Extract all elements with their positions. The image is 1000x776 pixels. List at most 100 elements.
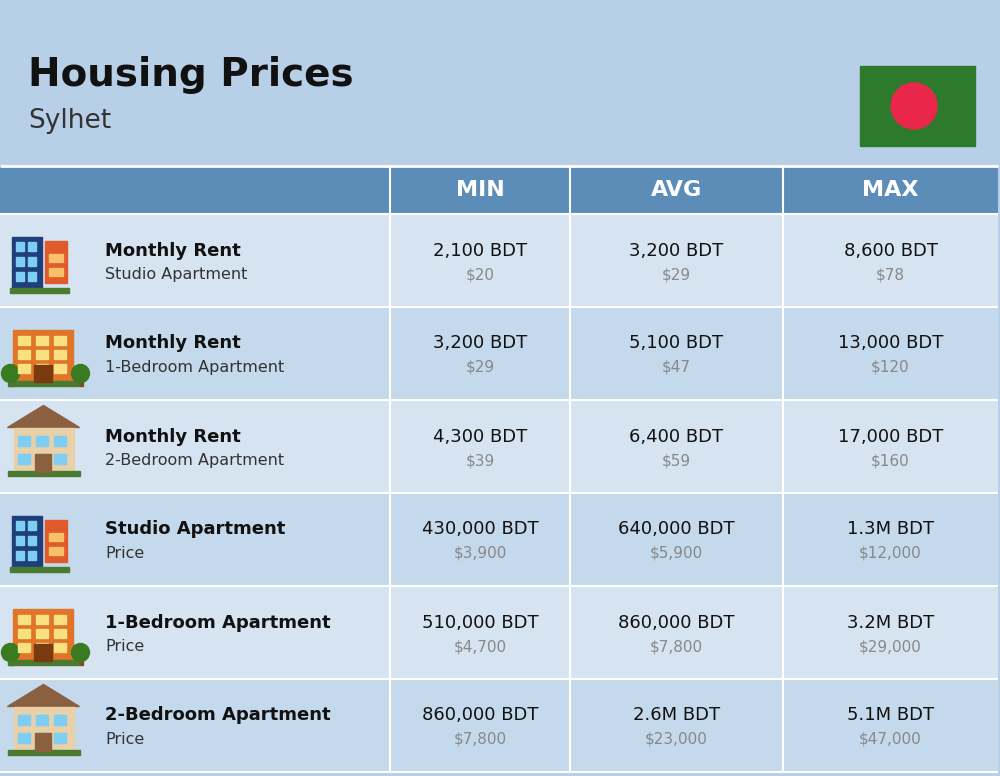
Bar: [28, 535, 36, 545]
Bar: [54, 629, 66, 638]
Bar: [28, 241, 36, 251]
Bar: [12, 237, 42, 289]
Bar: [36, 629, 48, 638]
Text: Price: Price: [105, 732, 144, 747]
Text: 510,000 BDT: 510,000 BDT: [422, 614, 538, 632]
Bar: [48, 268, 62, 275]
Bar: [28, 272, 36, 280]
Circle shape: [2, 365, 20, 383]
Bar: [0, 679, 998, 772]
Bar: [78, 372, 82, 386]
Text: $7,800: $7,800: [650, 639, 703, 654]
Bar: [34, 643, 52, 660]
Bar: [16, 550, 24, 559]
Text: 2-Bedroom Apartment: 2-Bedroom Apartment: [105, 706, 331, 725]
Bar: [54, 615, 66, 623]
Circle shape: [72, 365, 90, 383]
Text: 640,000 BDT: 640,000 BDT: [618, 521, 735, 539]
Bar: [14, 428, 74, 472]
Bar: [18, 335, 30, 345]
Bar: [28, 257, 36, 265]
Bar: [48, 546, 62, 555]
Bar: [860, 66, 975, 146]
Bar: [48, 532, 62, 541]
Bar: [16, 521, 24, 529]
Text: Studio Apartment: Studio Apartment: [105, 267, 247, 282]
Text: $47: $47: [662, 360, 691, 375]
Text: MAX: MAX: [862, 180, 919, 200]
Bar: [36, 615, 48, 623]
Bar: [28, 550, 36, 559]
Text: 5.1M BDT: 5.1M BDT: [847, 706, 934, 725]
Bar: [18, 643, 30, 652]
Text: Price: Price: [105, 639, 144, 654]
Polygon shape: [8, 684, 80, 706]
Text: $120: $120: [871, 360, 910, 375]
Text: 1.3M BDT: 1.3M BDT: [847, 521, 934, 539]
Bar: [48, 254, 62, 262]
Text: $4,700: $4,700: [453, 639, 507, 654]
Text: Monthly Rent: Monthly Rent: [105, 428, 241, 445]
Bar: [8, 652, 12, 664]
Bar: [12, 515, 42, 567]
Text: $20: $20: [466, 267, 494, 282]
Text: Sylhet: Sylhet: [28, 108, 111, 134]
Bar: [0, 586, 998, 679]
Text: $29: $29: [465, 360, 495, 375]
Bar: [12, 608, 72, 660]
Text: 5,100 BDT: 5,100 BDT: [629, 334, 724, 352]
Bar: [16, 241, 24, 251]
Bar: [18, 349, 30, 359]
Bar: [18, 715, 30, 725]
Text: 4,300 BDT: 4,300 BDT: [433, 428, 527, 445]
Bar: [54, 335, 66, 345]
Bar: [0, 400, 998, 493]
Bar: [0, 214, 998, 307]
Bar: [8, 380, 78, 386]
Text: Monthly Rent: Monthly Rent: [105, 241, 241, 259]
Bar: [36, 435, 48, 445]
Bar: [10, 287, 68, 293]
Bar: [14, 706, 74, 750]
Text: $39: $39: [465, 453, 495, 468]
Bar: [0, 166, 998, 214]
Text: AVG: AVG: [651, 180, 702, 200]
Text: 13,000 BDT: 13,000 BDT: [838, 334, 943, 352]
Bar: [34, 453, 50, 472]
Bar: [18, 453, 30, 463]
Text: 3,200 BDT: 3,200 BDT: [433, 334, 527, 352]
Bar: [18, 733, 30, 743]
Bar: [54, 733, 66, 743]
Bar: [36, 733, 48, 743]
Bar: [36, 363, 48, 372]
Bar: [54, 363, 66, 372]
Text: $29: $29: [662, 267, 691, 282]
Bar: [54, 643, 66, 652]
Bar: [16, 272, 24, 280]
Text: $78: $78: [876, 267, 905, 282]
Bar: [8, 660, 78, 664]
Text: 17,000 BDT: 17,000 BDT: [838, 428, 943, 445]
Text: 860,000 BDT: 860,000 BDT: [618, 614, 735, 632]
Polygon shape: [8, 406, 80, 428]
Bar: [36, 335, 48, 345]
Bar: [8, 372, 12, 386]
Text: Price: Price: [105, 546, 144, 561]
Text: 2,100 BDT: 2,100 BDT: [433, 241, 527, 259]
Text: 860,000 BDT: 860,000 BDT: [422, 706, 538, 725]
Bar: [34, 365, 52, 382]
Circle shape: [891, 83, 937, 129]
Text: 1-Bedroom Apartment: 1-Bedroom Apartment: [105, 614, 331, 632]
Text: $23,000: $23,000: [645, 732, 708, 747]
Bar: [36, 453, 48, 463]
Bar: [78, 652, 82, 664]
Text: $160: $160: [871, 453, 910, 468]
Bar: [54, 435, 66, 445]
Text: Monthly Rent: Monthly Rent: [105, 334, 241, 352]
Bar: [0, 493, 998, 586]
Bar: [18, 629, 30, 638]
Text: 1-Bedroom Apartment: 1-Bedroom Apartment: [105, 360, 284, 375]
Text: Studio Apartment: Studio Apartment: [105, 521, 285, 539]
Bar: [34, 733, 50, 750]
Bar: [44, 519, 66, 562]
